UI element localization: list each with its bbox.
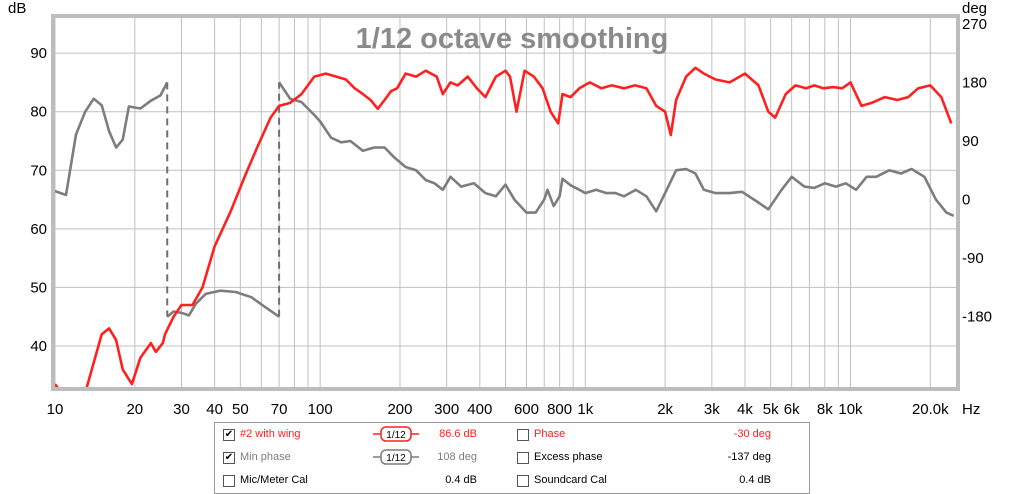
x-tick-label: 1k <box>577 401 593 418</box>
x-tick-label: 100 <box>308 401 333 418</box>
series-checkbox[interactable]: ✔ <box>223 452 235 464</box>
x-tick-label: 10 <box>47 401 64 418</box>
y-tick-label-right: 270 <box>962 16 987 33</box>
mic-cal-label: Mic/Meter Cal <box>240 474 308 486</box>
smoothing-icon[interactable]: 1/12 <box>373 426 419 442</box>
x-tick-label: 600 <box>514 401 539 418</box>
legend-row-measurement: ✔ #2 with wing 1/12 86.6 dB Phase -30 de… <box>215 424 809 446</box>
y-tick-label-right: 0 <box>962 192 970 209</box>
excess-phase-value: -137 deg <box>727 451 771 463</box>
x-tick-label: 40 <box>206 401 223 418</box>
x-axis-label: Hz <box>962 401 980 418</box>
y-tick-label-left: 60 <box>30 221 47 238</box>
chart-title: 1/12 octave smoothing <box>356 23 669 55</box>
tick-labels: 40 50 60 70 80 90 -180 -90 0 90 180 270 10 20 30 40 50 70… <box>30 16 992 418</box>
x-tick-label: 800 <box>547 401 572 418</box>
min-phase-line <box>55 81 169 197</box>
spl-line <box>55 66 953 387</box>
plot-frame <box>51 14 960 391</box>
soundcard-cal-label: Soundcard Cal <box>534 474 607 486</box>
excess-phase-label: Excess phase <box>534 451 603 463</box>
y-tick-label-right: -90 <box>962 250 984 267</box>
y-tick-label-left: 90 <box>30 45 47 62</box>
x-tick-label: 5k <box>763 401 779 418</box>
x-tick-label: 400 <box>467 401 492 418</box>
y-tick-label-left: 50 <box>30 279 47 296</box>
x-tick-label: 8k <box>817 401 833 418</box>
x-tick-label: 20 <box>126 401 143 418</box>
y-tick-label-left: 70 <box>30 162 47 179</box>
x-tick-label: 6k <box>784 401 800 418</box>
svg-text:1/12: 1/12 <box>386 430 406 441</box>
y-axis-left-label: dB <box>8 0 26 17</box>
frequency-response-chart: 1/12 octave smoothing dB deg Hz 40 50 60 70… <box>8 0 992 418</box>
x-tick-label: 50 <box>232 401 249 418</box>
excess-phase-checkbox[interactable] <box>517 452 529 464</box>
grid <box>54 18 956 387</box>
series-value: 86.6 dB <box>439 428 477 440</box>
x-tick-label: 4k <box>737 401 753 418</box>
min-phase-line <box>166 289 280 318</box>
x-tick-label: 20.0k <box>912 401 949 418</box>
smoothing-icon[interactable]: 1/12 <box>373 449 419 465</box>
soundcard-cal-checkbox[interactable] <box>517 475 529 487</box>
min-phase-line <box>278 81 955 217</box>
mic-cal-value: 0.4 dB <box>445 474 477 486</box>
phase-value: -30 deg <box>733 428 771 440</box>
legend-row-min-phase: ✔ Min phase 1/12 108 deg Excess phase -1… <box>215 447 809 469</box>
y-tick-label-right: 180 <box>962 74 987 91</box>
phase-label: Phase <box>534 428 566 440</box>
x-tick-label: 200 <box>387 401 412 418</box>
x-tick-label: 70 <box>271 401 288 418</box>
mic-cal-checkbox[interactable] <box>223 475 235 487</box>
y-tick-label-right: -180 <box>962 309 992 326</box>
y-axis-right-label: deg <box>962 0 987 17</box>
x-tick-label: 3k <box>704 401 720 418</box>
y-tick-label-left: 80 <box>30 104 47 121</box>
legend-panel: ✔ #2 with wing 1/12 86.6 dB Phase -30 de… <box>214 422 810 494</box>
series-label: #2 with wing <box>240 428 301 440</box>
y-tick-label-left: 40 <box>30 338 47 355</box>
x-tick-label: 30 <box>173 401 190 418</box>
series-checkbox[interactable]: ✔ <box>223 429 235 441</box>
soundcard-cal-value: 0.4 dB <box>739 474 771 486</box>
x-tick-label: 10k <box>838 401 863 418</box>
y-tick-label-right: 90 <box>962 133 979 150</box>
phase-checkbox[interactable] <box>517 429 529 441</box>
series-value: 108 deg <box>437 451 477 463</box>
series-label: Min phase <box>240 451 291 463</box>
plot-area <box>55 66 955 387</box>
legend-row-cal: Mic/Meter Cal 0.4 dB Soundcard Cal 0.4 d… <box>215 470 809 492</box>
x-tick-label: 300 <box>434 401 459 418</box>
x-tick-label: 2k <box>657 401 673 418</box>
svg-text:1/12: 1/12 <box>386 453 406 464</box>
